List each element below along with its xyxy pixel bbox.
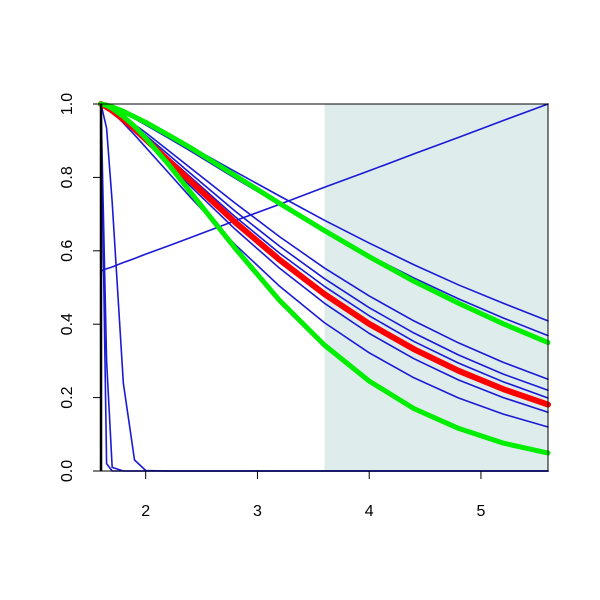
x-tick-label: 2 xyxy=(141,503,150,520)
axes-layer: 2 3 4 5 0.0 0.2 0.4 0.6 0.8 1.0 xyxy=(59,93,549,520)
series-line xyxy=(98,101,551,346)
y-tick-label: 0.8 xyxy=(59,166,76,188)
y-tick-label: 0.4 xyxy=(59,313,76,335)
x-tick-label: 5 xyxy=(476,503,485,520)
series-line xyxy=(100,103,549,272)
x-tick-label: 4 xyxy=(365,503,374,520)
y-tick-label: 0.6 xyxy=(59,240,76,262)
y-tick-label: 1.0 xyxy=(59,93,76,115)
x-tick-label: 3 xyxy=(253,503,262,520)
series-line xyxy=(98,101,551,456)
shade-layer xyxy=(324,104,548,471)
lines-layer xyxy=(98,101,551,472)
shaded-region xyxy=(324,104,548,471)
y-tick-label: 0.2 xyxy=(59,386,76,408)
y-tick-label: 0.0 xyxy=(59,460,76,482)
